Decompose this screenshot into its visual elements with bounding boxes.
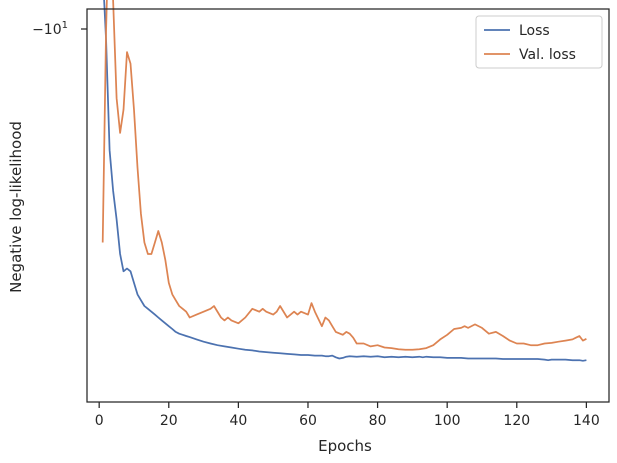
series-line-val-loss (101, 0, 587, 351)
y-axis-ticks: −101 (32, 20, 87, 38)
x-axis-label: Epochs (318, 437, 372, 455)
legend-box (475, 15, 603, 69)
x-tick-label: 60 (299, 413, 317, 429)
x-tick-label: 120 (503, 413, 530, 429)
x-tick-label: 80 (369, 413, 387, 429)
y-axis-label: Negative log-likelihood (7, 121, 25, 293)
legend-label-loss: Loss (519, 23, 550, 39)
x-tick-label: 20 (160, 413, 178, 429)
legend-label-val-loss: Val. loss (519, 47, 576, 63)
plot-frame (86, 8, 610, 403)
y-tick-label: −101 (32, 20, 68, 38)
series-layer (101, 0, 587, 362)
x-tick-label: 100 (434, 413, 461, 429)
x-tick-label: 0 (95, 413, 104, 429)
x-tick-label: 40 (229, 413, 247, 429)
x-axis-ticks: 0 20 40 60 80 100 120 140 (95, 402, 600, 429)
x-tick-label: 140 (573, 413, 600, 429)
series-line-loss (103, 0, 587, 362)
legend: Loss Val. loss (475, 15, 603, 69)
